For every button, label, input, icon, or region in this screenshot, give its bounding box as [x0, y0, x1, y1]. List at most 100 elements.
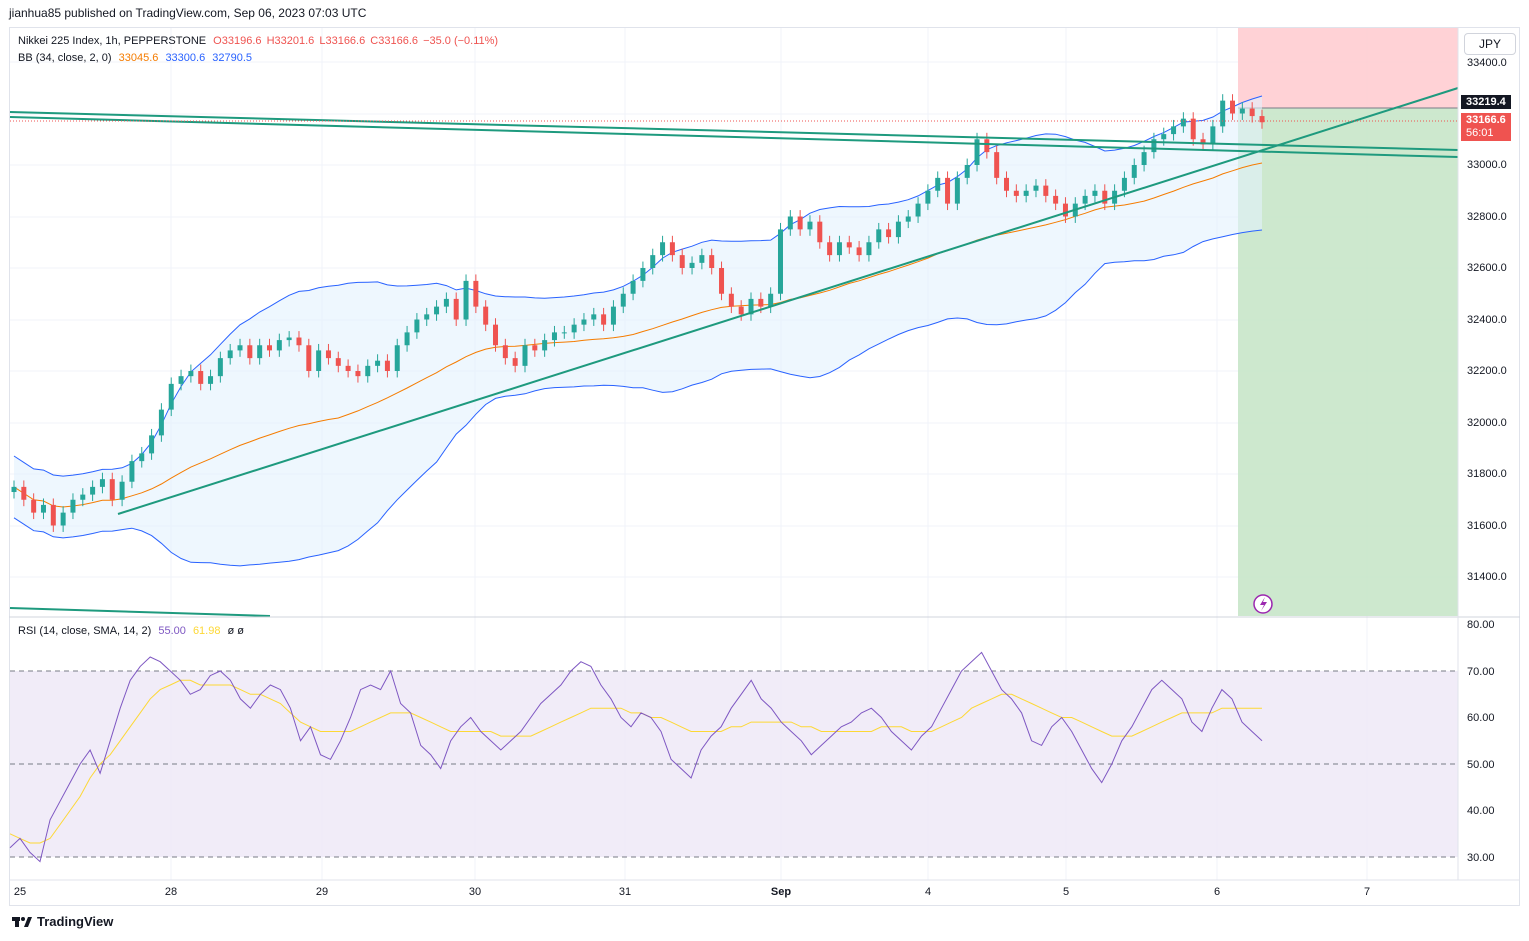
price-tick: 32000.0	[1467, 417, 1507, 429]
candle-body	[119, 481, 125, 500]
trendline-support[interactable]	[117, 87, 1459, 515]
rsi-tick: 80.00	[1467, 619, 1495, 631]
candle-body	[709, 255, 715, 268]
candle-body	[1180, 118, 1186, 127]
rsi-tick: 40.00	[1467, 805, 1495, 817]
candle-body	[1033, 185, 1039, 191]
candle-body	[139, 453, 145, 462]
candle-body	[768, 293, 774, 307]
candle-body	[964, 165, 970, 178]
candle-body	[365, 365, 371, 377]
trendline-channel-upper[interactable]	[9, 111, 1459, 151]
candle-body	[463, 280, 469, 320]
candle-body	[178, 376, 184, 384]
candle-body	[384, 360, 390, 371]
candle-body	[434, 306, 440, 315]
candle-body	[31, 499, 37, 513]
trendline-bottom[interactable]	[9, 607, 271, 617]
candle-body	[601, 314, 607, 325]
current-price: 33166.6	[1466, 114, 1506, 126]
bollinger-fill	[14, 96, 1262, 566]
position-stop-zone[interactable]	[1238, 108, 1458, 616]
tradingview-logo[interactable]: TradingView	[12, 914, 113, 929]
candle-body	[719, 268, 725, 294]
bollinger-lower-band	[13, 229, 1263, 567]
time-tick: 6	[1214, 886, 1220, 898]
ohlc-low: L33166.6	[319, 35, 366, 47]
candle-body	[571, 324, 577, 333]
candle-body	[266, 345, 272, 351]
candle-body	[1013, 190, 1019, 196]
bb-legend[interactable]: BB (34, close, 2, 0) 33045.6 33300.6 327…	[18, 52, 256, 64]
price-tick: 31800.0	[1467, 468, 1507, 480]
candle-body	[777, 229, 783, 294]
candle-body	[1102, 190, 1108, 204]
candle-body	[620, 293, 626, 307]
candle-body	[935, 177, 941, 191]
candle-body	[286, 337, 292, 341]
time-tick: 30	[469, 886, 481, 898]
candle-body	[276, 340, 282, 351]
rsi-legend[interactable]: RSI (14, close, SMA, 14, 2) 55.00 61.98 …	[18, 625, 248, 637]
candle-body	[335, 358, 341, 366]
candle-body	[1121, 177, 1127, 191]
symbol-legend[interactable]: Nikkei 225 Index, 1h, PEPPERSTONE O33196…	[18, 35, 502, 47]
candle-body	[591, 314, 597, 320]
ohlc-open: O33196.6	[213, 35, 262, 47]
price-tick: 31400.0	[1467, 571, 1507, 583]
chart-frame	[9, 27, 1520, 906]
candle-body	[129, 461, 135, 482]
candle-body	[925, 190, 931, 204]
candle-body	[90, 486, 96, 495]
price-tick: 32800.0	[1467, 211, 1507, 223]
candle-body	[1239, 108, 1245, 114]
candle-body	[699, 255, 705, 263]
symbol-name: Nikkei 225 Index, 1h, PEPPERSTONE	[18, 35, 207, 47]
candle-body	[561, 332, 567, 334]
candle-body	[306, 345, 312, 371]
candle-body	[1043, 185, 1049, 196]
candle-body	[542, 340, 548, 351]
time-tick: 28	[165, 886, 177, 898]
candle-body	[70, 499, 76, 513]
bb-basis-value: 33045.6	[118, 52, 159, 64]
candle-body	[208, 376, 214, 384]
candle-body	[198, 371, 204, 384]
candle-body	[237, 345, 243, 351]
candle-body	[827, 242, 833, 256]
brand-name: TradingView	[37, 914, 114, 929]
candle-body	[404, 332, 410, 346]
candle-body	[895, 221, 901, 238]
currency-button[interactable]: JPY	[1464, 33, 1516, 55]
price-tick: 31600.0	[1467, 520, 1507, 532]
candle-body	[1259, 116, 1265, 123]
bb-upper-value: 33300.6	[165, 52, 206, 64]
candle-body	[40, 504, 46, 513]
candle-body	[80, 494, 86, 500]
candle-body	[610, 306, 616, 325]
candle-body	[1023, 190, 1029, 196]
position-target-zone[interactable]	[1238, 28, 1458, 108]
candle-body	[1082, 195, 1088, 204]
time-tick: 4	[925, 886, 931, 898]
bollinger-basis	[13, 162, 1263, 508]
last-close-tag: 33219.4	[1461, 95, 1511, 109]
candle-body	[738, 306, 744, 315]
time-tick: 31	[619, 886, 631, 898]
ohlc-change: −35.0 (−0.11%)	[423, 35, 499, 47]
alert-bolt-icon[interactable]	[1253, 594, 1273, 614]
candle-body	[748, 298, 754, 315]
candle-body	[728, 293, 734, 307]
candle-body	[1210, 126, 1216, 145]
candle-body	[905, 216, 911, 222]
candle-body	[375, 360, 381, 366]
candle-body	[640, 268, 646, 281]
candle-body	[414, 319, 420, 333]
candle-body	[581, 319, 587, 325]
trendline-channel-lower[interactable]	[9, 116, 1459, 158]
price-tick: 32600.0	[1467, 262, 1507, 274]
time-tick: 5	[1063, 886, 1069, 898]
candle-body	[493, 324, 499, 346]
candle-body	[1220, 100, 1226, 127]
